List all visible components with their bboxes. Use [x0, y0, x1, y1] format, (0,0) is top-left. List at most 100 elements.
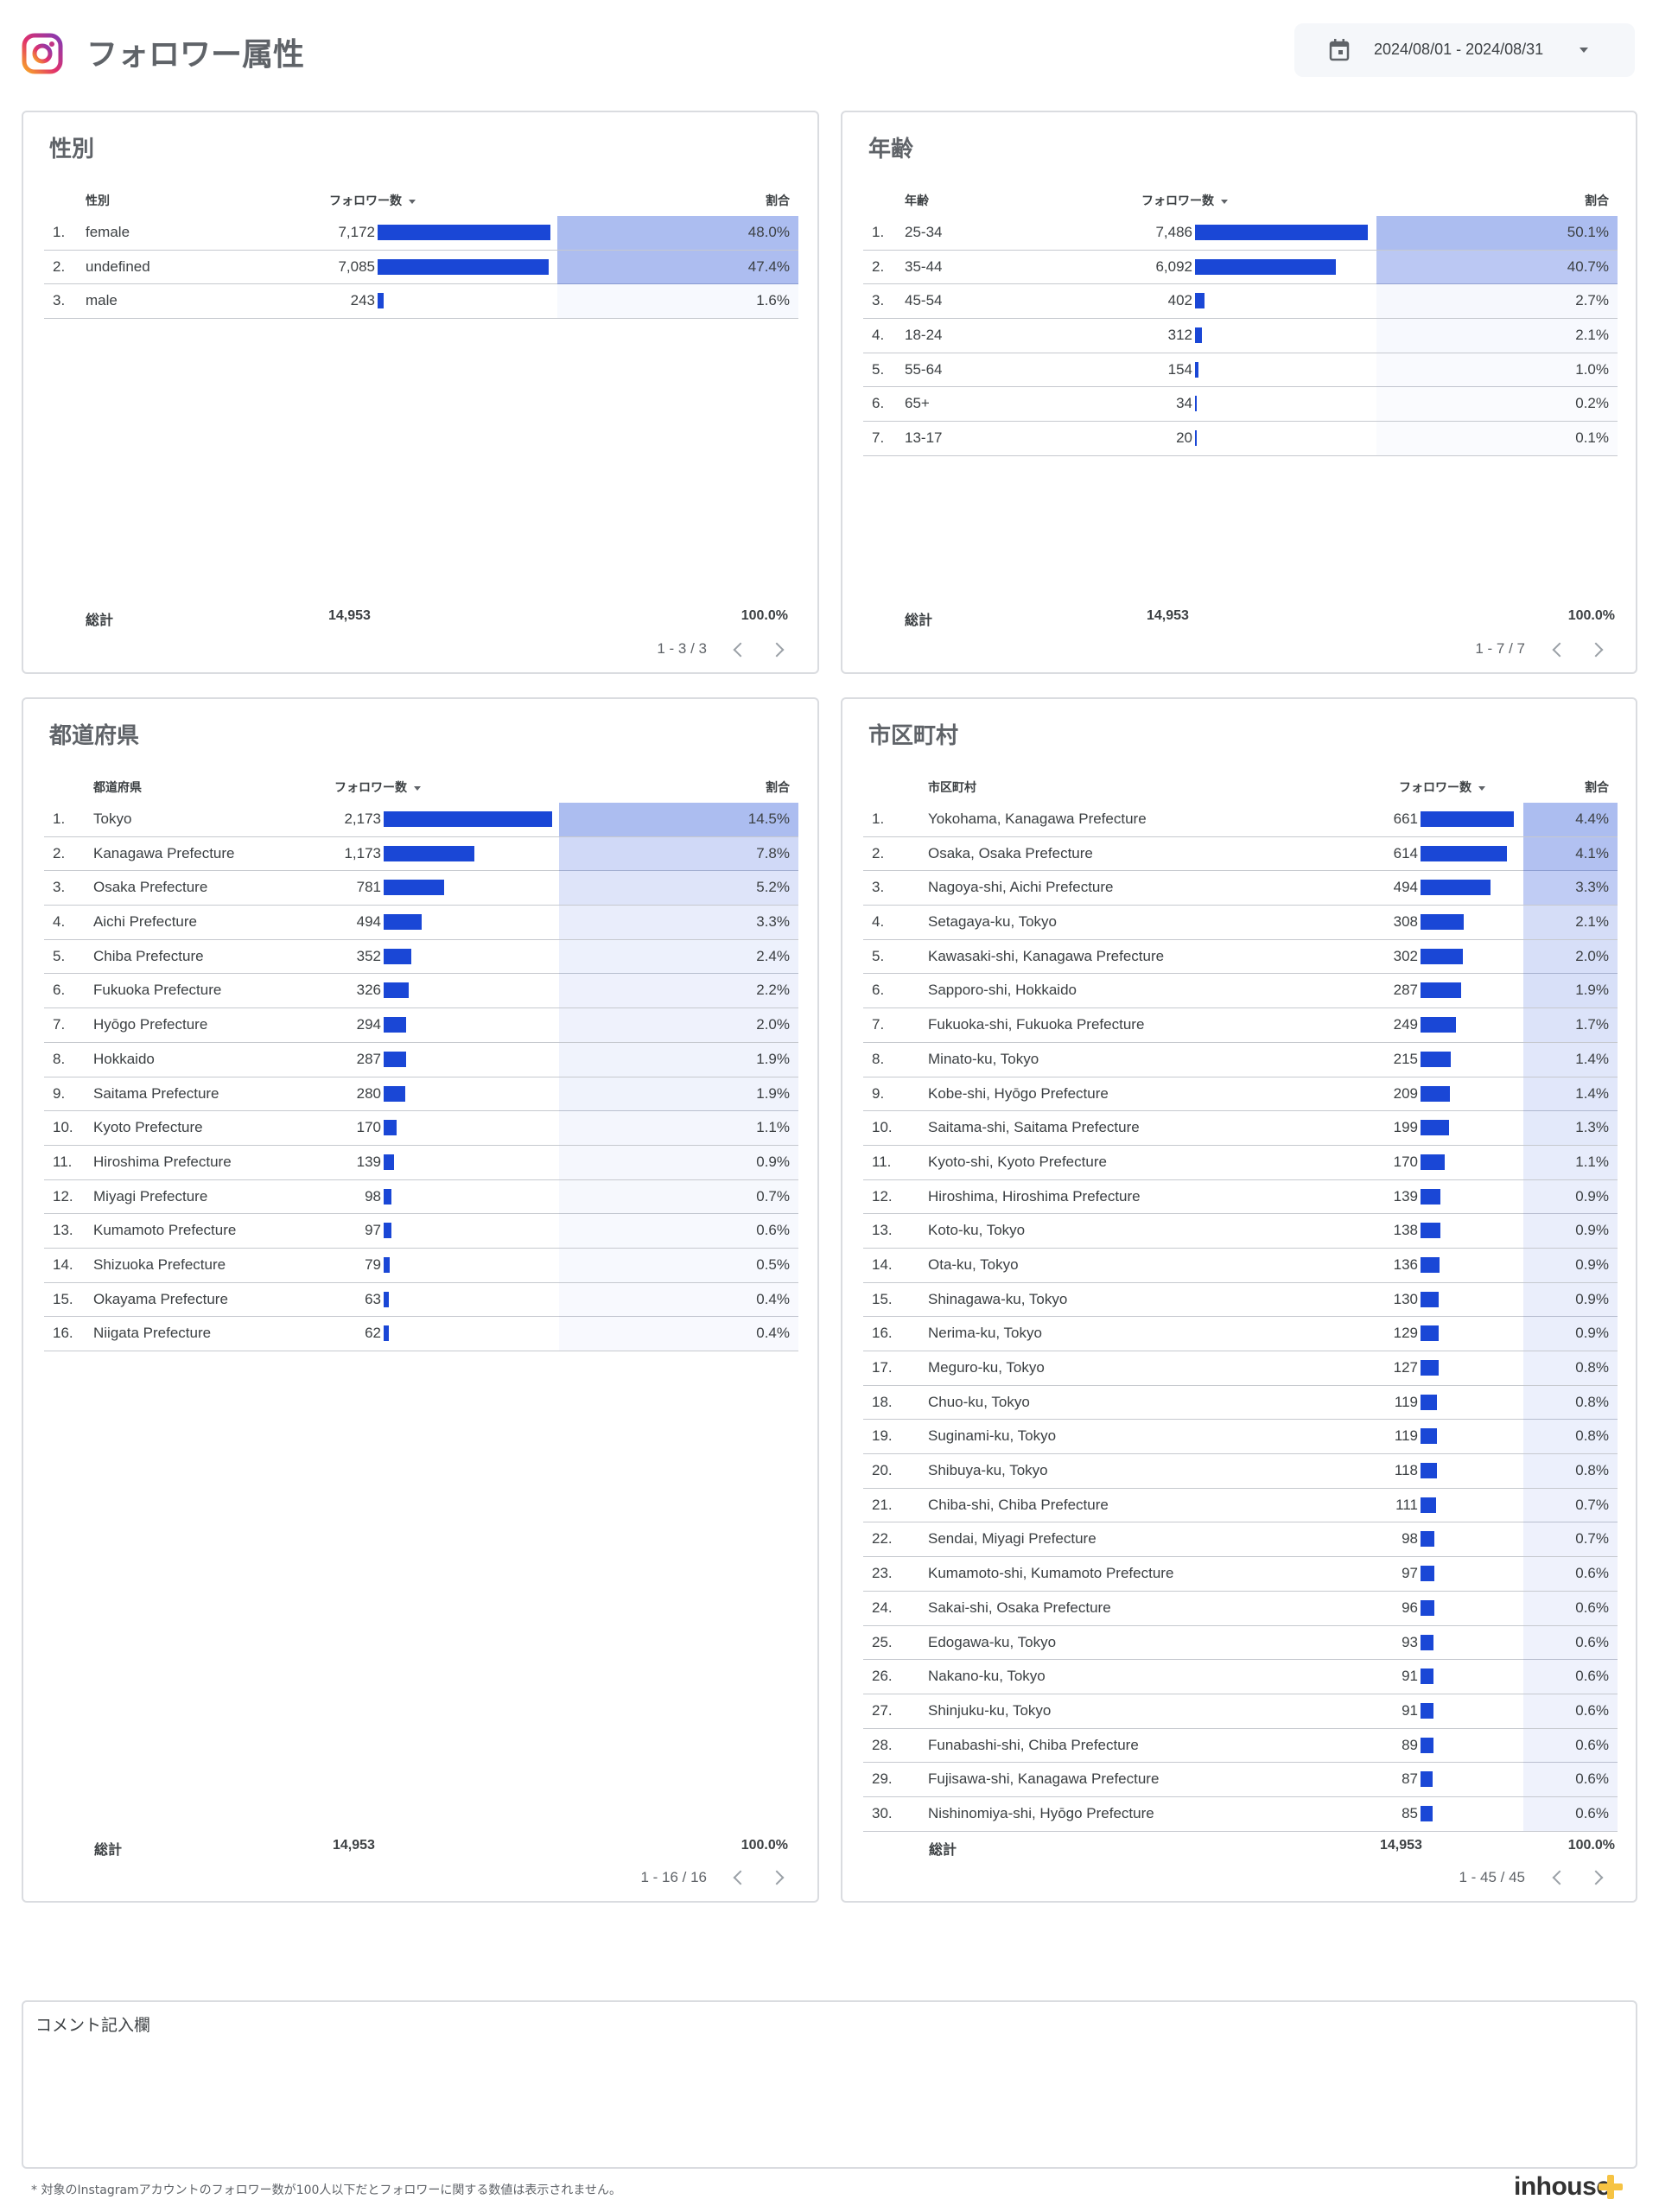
table-row[interactable]: 15. Okayama Prefecture 63 0.4% — [44, 1283, 798, 1318]
table-row[interactable]: 3. male 243 1.6% — [44, 284, 798, 320]
age-dim-header[interactable]: 年齢 — [905, 194, 929, 207]
row-index: 9. — [872, 1084, 885, 1102]
table-row[interactable]: 26. Nakano-ku, Tokyo 91 0.6% — [863, 1660, 1618, 1694]
table-row[interactable]: 5. Chiba Prefecture 352 2.4% — [44, 939, 798, 975]
prefecture-followers-header[interactable]: フォロワー数 — [334, 779, 421, 796]
table-row[interactable]: 14. Ota-ku, Tokyo 136 0.9% — [863, 1248, 1618, 1283]
table-row[interactable]: 5. 55-64 154 1.0% — [863, 353, 1618, 388]
table-row[interactable]: 12. Miyagi Prefecture 98 0.7% — [44, 1179, 798, 1215]
table-row[interactable]: 7. Fukuoka-shi, Fukuoka Prefecture 249 1.7% — [863, 1008, 1618, 1043]
ratio-heat-cell — [1523, 906, 1618, 940]
row-name: Minato-ku, Tokyo — [928, 1050, 1039, 1067]
table-row[interactable]: 3. 45-54 402 2.7% — [863, 284, 1618, 320]
table-row[interactable]: 2. Osaka, Osaka Prefecture 614 4.1% — [863, 836, 1618, 872]
prefecture-dim-header[interactable]: 都道府県 — [93, 780, 142, 794]
chevron-right-icon[interactable] — [769, 642, 785, 658]
table-row[interactable]: 3. Osaka Prefecture 781 5.2% — [44, 871, 798, 906]
table-row[interactable]: 16. Niigata Prefecture 62 0.4% — [44, 1317, 798, 1351]
city-dim-header[interactable]: 市区町村 — [928, 780, 976, 794]
table-row[interactable]: 6. Sapporo-shi, Hokkaido 287 1.9% — [863, 974, 1618, 1009]
date-range-picker[interactable]: 2024/08/01 - 2024/08/31 — [1294, 23, 1635, 77]
table-row[interactable]: 7. Hyōgo Prefecture 294 2.0% — [44, 1008, 798, 1043]
chevron-left-icon[interactable] — [1552, 1870, 1567, 1885]
age-followers-header[interactable]: フォロワー数 — [1141, 192, 1228, 209]
table-row[interactable]: 9. Saitama Prefecture 280 1.9% — [44, 1077, 798, 1112]
table-row[interactable]: 1. Tokyo 2,173 14.5% — [44, 803, 798, 837]
city-rows: 1. Yokohama, Kanagawa Prefecture 661 4.4% 2.… — [863, 803, 1618, 1832]
table-row[interactable]: 4. Setagaya-ku, Tokyo 308 2.1% — [863, 906, 1618, 940]
table-row[interactable]: 10. Saitama-shi, Saitama Prefecture 199 1.3… — [863, 1111, 1618, 1146]
table-row[interactable]: 22. Sendai, Miyagi Prefecture 98 0.7% — [863, 1522, 1618, 1558]
row-index: 2. — [872, 844, 885, 861]
row-name: Aichi Prefecture — [93, 913, 197, 931]
age-ratio-header[interactable]: 割合 — [1585, 194, 1609, 207]
table-row[interactable]: 1. 25-34 7,486 50.1% — [863, 216, 1618, 251]
table-row[interactable]: 19. Suginami-ku, Tokyo 119 0.8% — [863, 1420, 1618, 1455]
row-index: 8. — [872, 1050, 885, 1067]
table-row[interactable]: 6. 65+ 34 0.2% — [863, 387, 1618, 423]
table-row[interactable]: 4. 18-24 312 2.1% — [863, 319, 1618, 353]
row-bar — [1195, 225, 1368, 240]
city-ratio-header[interactable]: 割合 — [1585, 780, 1609, 794]
chevron-right-icon[interactable] — [1588, 1870, 1604, 1885]
prefecture-ratio-header[interactable]: 割合 — [766, 780, 790, 794]
row-name: 13-17 — [905, 429, 943, 447]
row-ratio: 50.1% — [1567, 224, 1609, 240]
table-row[interactable]: 2. Kanagawa Prefecture 1,173 7.8% — [44, 836, 798, 872]
ratio-heat-cell — [1376, 250, 1618, 284]
table-row[interactable]: 9. Kobe-shi, Hyōgo Prefecture 209 1.4% — [863, 1077, 1618, 1112]
table-row[interactable]: 23. Kumamoto-shi, Kumamoto Prefecture 97 0.… — [863, 1557, 1618, 1592]
chevron-right-icon[interactable] — [769, 1870, 785, 1885]
table-row[interactable]: 15. Shinagawa-ku, Tokyo 130 0.9% — [863, 1282, 1618, 1318]
table-row[interactable]: 1. female 7,172 48.0% — [44, 216, 798, 251]
row-bar — [1421, 1188, 1440, 1205]
table-row[interactable]: 8. Hokkaido 287 1.9% — [44, 1042, 798, 1077]
table-row[interactable]: 28. Funabashi-shi, Chiba Prefecture 89 0.6% — [863, 1728, 1618, 1764]
row-name: Sendai, Miyagi Prefecture — [928, 1530, 1096, 1548]
table-row[interactable]: 1. Yokohama, Kanagawa Prefecture 661 4.4% — [863, 803, 1618, 837]
sort-desc-icon — [414, 785, 421, 791]
table-row[interactable]: 13. Koto-ku, Tokyo 138 0.9% — [863, 1214, 1618, 1249]
table-row[interactable]: 3. Nagoya-shi, Aichi Prefecture 494 3.3% — [863, 871, 1618, 906]
city-followers-header[interactable]: フォロワー数 — [1399, 779, 1485, 796]
table-row[interactable]: 30. Nishinomiya-shi, Hyōgo Prefecture 85 0.… — [863, 1796, 1618, 1832]
gender-followers-header[interactable]: フォロワー数 — [329, 192, 416, 209]
row-ratio: 0.6% — [756, 1222, 790, 1239]
table-row[interactable]: 11. Kyoto-shi, Kyoto Prefecture 170 1.1% — [863, 1145, 1618, 1180]
table-row[interactable]: 2. 35-44 6,092 40.7% — [863, 250, 1618, 285]
row-ratio: 0.6% — [1575, 1736, 1609, 1753]
table-row[interactable]: 11. Hiroshima Prefecture 139 0.9% — [44, 1145, 798, 1180]
table-row[interactable]: 24. Sakai-shi, Osaka Prefecture 96 0.6% — [863, 1591, 1618, 1626]
table-row[interactable]: 21. Chiba-shi, Chiba Prefecture 111 0.7% — [863, 1488, 1618, 1523]
table-row[interactable]: 14. Shizuoka Prefecture 79 0.5% — [44, 1249, 798, 1283]
table-row[interactable]: 27. Shinjuku-ku, Tokyo 91 0.6% — [863, 1694, 1618, 1729]
row-bar — [378, 225, 550, 240]
table-row[interactable]: 20. Shibuya-ku, Tokyo 118 0.8% — [863, 1454, 1618, 1489]
table-row[interactable]: 25. Edogawa-ku, Tokyo 93 0.6% — [863, 1625, 1618, 1661]
table-row[interactable]: 5. Kawasaki-shi, Kanagawa Prefecture 302 2.… — [863, 939, 1618, 975]
table-row[interactable]: 18. Chuo-ku, Tokyo 119 0.8% — [863, 1385, 1618, 1421]
table-row[interactable]: 8. Minato-ku, Tokyo 215 1.4% — [863, 1042, 1618, 1077]
table-row[interactable]: 2. undefined 7,085 47.4% — [44, 250, 798, 285]
table-row[interactable]: 6. Fukuoka Prefecture 326 2.2% — [44, 974, 798, 1009]
chevron-right-icon[interactable] — [1588, 642, 1604, 658]
table-row[interactable]: 13. Kumamoto Prefecture 97 0.6% — [44, 1214, 798, 1249]
gender-dim-header[interactable]: 性別 — [86, 194, 110, 207]
table-row[interactable]: 17. Meguro-ku, Tokyo 127 0.8% — [863, 1351, 1618, 1386]
row-index: 5. — [872, 947, 885, 964]
chevron-left-icon[interactable] — [1552, 642, 1567, 658]
table-row[interactable]: 10. Kyoto Prefecture 170 1.1% — [44, 1111, 798, 1146]
row-name: Nagoya-shi, Aichi Prefecture — [928, 879, 1114, 896]
table-row[interactable]: 12. Hiroshima, Hiroshima Prefecture 139 0.9… — [863, 1179, 1618, 1215]
gender-ratio-header[interactable]: 割合 — [766, 194, 790, 207]
table-row[interactable]: 16. Nerima-ku, Tokyo 129 0.9% — [863, 1317, 1618, 1351]
table-row[interactable]: 4. Aichi Prefecture 494 3.3% — [44, 906, 798, 940]
ratio-heat-cell — [1523, 1557, 1618, 1592]
comment-box[interactable]: コメント記入欄 — [22, 2000, 1637, 2169]
table-row[interactable]: 29. Fujisawa-shi, Kanagawa Prefecture 87 0.… — [863, 1763, 1618, 1797]
dropdown-caret-icon — [1580, 48, 1588, 53]
table-row[interactable]: 7. 13-17 20 0.1% — [863, 422, 1618, 456]
chevron-left-icon[interactable] — [733, 1870, 748, 1885]
chevron-left-icon[interactable] — [733, 642, 748, 658]
city-pager-text: 1 - 45 / 45 — [1459, 1869, 1525, 1885]
